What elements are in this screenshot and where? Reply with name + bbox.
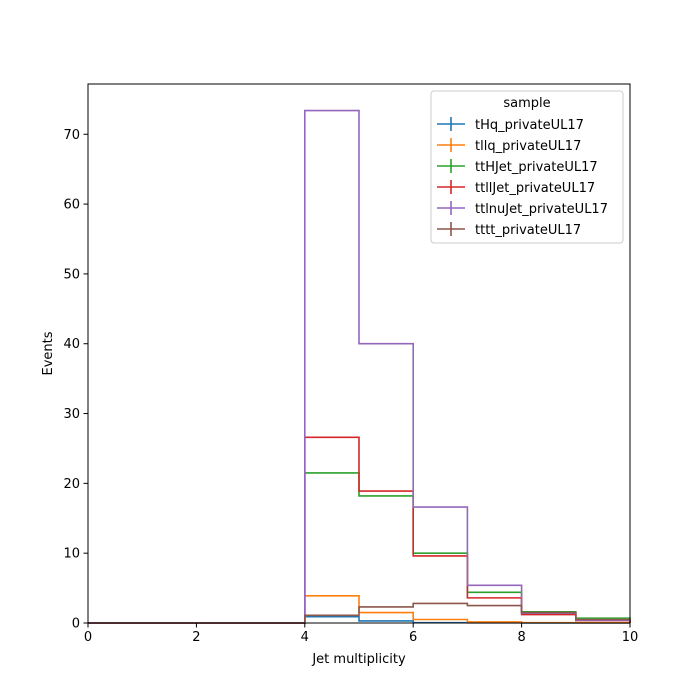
- legend-label-tllq_privateUL17: tllq_privateUL17: [475, 139, 581, 154]
- y-tick-label: 60: [63, 198, 80, 213]
- x-tick-label: 8: [517, 630, 525, 645]
- y-axis: 0 10 20 30 40 50 60 70: [63, 128, 88, 632]
- legend-label-tHq_privateUL17: tHq_privateUL17: [475, 118, 584, 133]
- legend-label-tttt_privateUL17: tttt_privateUL17: [475, 223, 581, 238]
- y-tick-label: 10: [63, 547, 80, 562]
- legend: sample tHq_privateUL17 tllq_privateUL17tt…: [430, 90, 624, 244]
- legend-label-ttlnuJet_privateUL17: ttlnuJet_privateUL17: [475, 202, 608, 217]
- y-tick-label: 40: [63, 337, 80, 352]
- y-tick-label: 20: [63, 477, 80, 492]
- x-axis-label: Jet multiplicity: [311, 652, 406, 667]
- y-tick-label: 0: [72, 617, 80, 632]
- x-tick-label: 10: [622, 630, 639, 645]
- x-tick-label: 6: [409, 630, 417, 645]
- y-tick-label: 70: [63, 128, 80, 143]
- legend-label-ttllJet_privateUL17: ttllJet_privateUL17: [475, 181, 595, 196]
- x-tick-label: 0: [84, 630, 92, 645]
- y-tick-label: 30: [63, 407, 80, 422]
- x-axis: 0 2 4 6 8 10: [84, 623, 638, 645]
- legend-box: [430, 90, 624, 244]
- plot-frame: [87, 83, 631, 624]
- legend-title: sample: [503, 96, 550, 111]
- y-tick-label: 50: [63, 267, 80, 282]
- y-axis-label: Events: [41, 331, 56, 375]
- x-tick-label: 4: [301, 630, 309, 645]
- legend-label-ttHJet_privateUL17: ttHJet_privateUL17: [475, 160, 598, 175]
- legend-items: tHq_privateUL17 tllq_privateUL17 ttHJet_pr…: [437, 117, 608, 238]
- x-tick-label: 2: [192, 630, 200, 645]
